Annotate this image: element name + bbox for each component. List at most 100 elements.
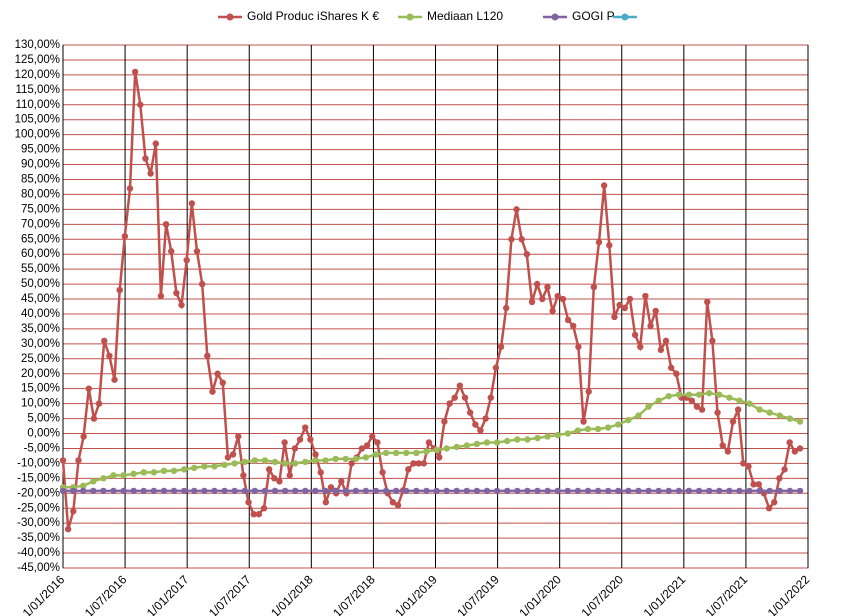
point [100, 487, 107, 495]
point [584, 425, 592, 433]
y-tick-label: -10,00% [17, 457, 60, 469]
point [595, 239, 603, 246]
point [191, 487, 198, 495]
point [251, 457, 259, 464]
point [776, 412, 784, 419]
point [716, 391, 723, 398]
y-tick-label: 75,00% [21, 203, 60, 215]
point [170, 467, 178, 475]
y-tick-label: 5,00% [27, 413, 60, 425]
point [312, 487, 319, 495]
point [214, 370, 221, 377]
x-tick-label: 1/01/2020 [516, 572, 564, 616]
point [101, 337, 108, 345]
point [322, 499, 330, 506]
point [685, 487, 693, 495]
point [524, 487, 531, 495]
point [389, 499, 397, 506]
point [695, 391, 703, 398]
x-tick-label: 1/01/2018 [268, 572, 316, 616]
point [729, 418, 737, 425]
point [755, 481, 762, 488]
point [168, 248, 175, 255]
point [372, 451, 380, 458]
point [255, 511, 263, 518]
point [111, 376, 118, 383]
point [120, 472, 127, 479]
point [231, 460, 238, 467]
point [423, 448, 430, 455]
point [446, 400, 453, 407]
point [413, 449, 420, 457]
point [615, 421, 622, 428]
legend-marker [551, 13, 559, 21]
point [716, 487, 723, 495]
y-tick-label: 85,00% [21, 174, 60, 186]
point [726, 394, 733, 401]
y-tick-label: 100,00% [15, 129, 60, 141]
point [523, 251, 531, 258]
point [655, 487, 662, 495]
point [473, 487, 481, 495]
point [528, 298, 536, 306]
point [211, 487, 218, 495]
point [415, 460, 422, 467]
point [461, 394, 469, 401]
point [611, 313, 618, 321]
point [191, 464, 198, 472]
point [655, 397, 662, 404]
y-tick-label: -25,00% [17, 502, 60, 514]
x-tick-label: 1/01/2022 [765, 572, 813, 616]
point [796, 445, 804, 452]
point [534, 487, 541, 495]
point [261, 487, 269, 495]
point [482, 415, 489, 422]
point [219, 379, 226, 386]
point [276, 478, 283, 485]
point [312, 451, 319, 458]
point [160, 467, 168, 475]
point [745, 463, 752, 470]
y-tick-label: 105,00% [15, 114, 60, 126]
point [647, 322, 654, 330]
point [776, 475, 783, 482]
x-tick-label: 1/07/2020 [578, 572, 626, 616]
legend-marker [621, 13, 629, 21]
point [544, 433, 551, 440]
point [786, 487, 794, 495]
point [69, 487, 77, 495]
point [425, 439, 433, 446]
point [675, 487, 683, 495]
point [180, 487, 188, 495]
legend-marker [406, 13, 414, 21]
y-tick-label: 10,00% [21, 398, 60, 410]
y-tick-label: -15,00% [17, 472, 60, 484]
x-tick-label: 1/07/2021 [703, 572, 751, 616]
point [420, 460, 427, 467]
point [423, 487, 430, 495]
point [559, 295, 567, 303]
point [549, 307, 556, 315]
point [348, 460, 355, 467]
y-tick-label: -5,00% [24, 442, 60, 454]
point [606, 242, 613, 249]
point [79, 482, 87, 490]
y-tick-label: 50,00% [21, 278, 60, 290]
point [271, 475, 278, 482]
point [584, 487, 592, 495]
point [142, 155, 149, 162]
y-tick-label: 40,00% [21, 308, 60, 320]
point [120, 487, 127, 495]
point [392, 487, 400, 495]
point [472, 421, 479, 428]
point [64, 525, 72, 533]
point [160, 487, 168, 495]
point [90, 478, 97, 485]
point [594, 487, 602, 495]
point [796, 418, 804, 425]
point [338, 478, 345, 485]
point [756, 406, 763, 413]
point [621, 304, 628, 312]
y-tick-label: 45,00% [21, 293, 60, 305]
point [667, 364, 675, 371]
